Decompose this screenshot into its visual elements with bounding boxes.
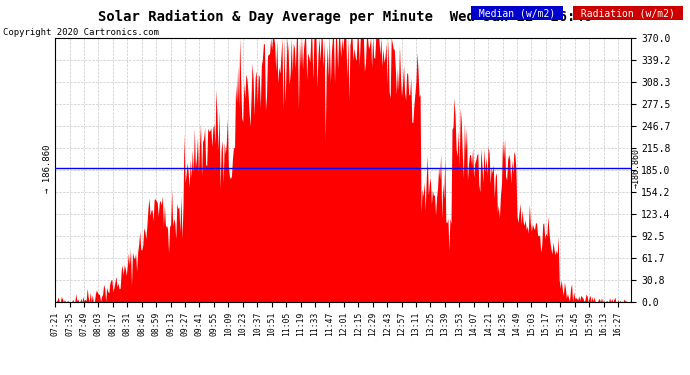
Text: →186.860: →186.860 <box>632 148 641 188</box>
Text: Median (w/m2): Median (w/m2) <box>473 8 561 18</box>
Text: → 186.860: → 186.860 <box>43 144 52 192</box>
Text: Solar Radiation & Day Average per Minute  Wed Jan 22  16:46: Solar Radiation & Day Average per Minute… <box>98 9 592 24</box>
Text: Copyright 2020 Cartronics.com: Copyright 2020 Cartronics.com <box>3 28 159 37</box>
Text: Radiation (w/m2): Radiation (w/m2) <box>575 8 680 18</box>
